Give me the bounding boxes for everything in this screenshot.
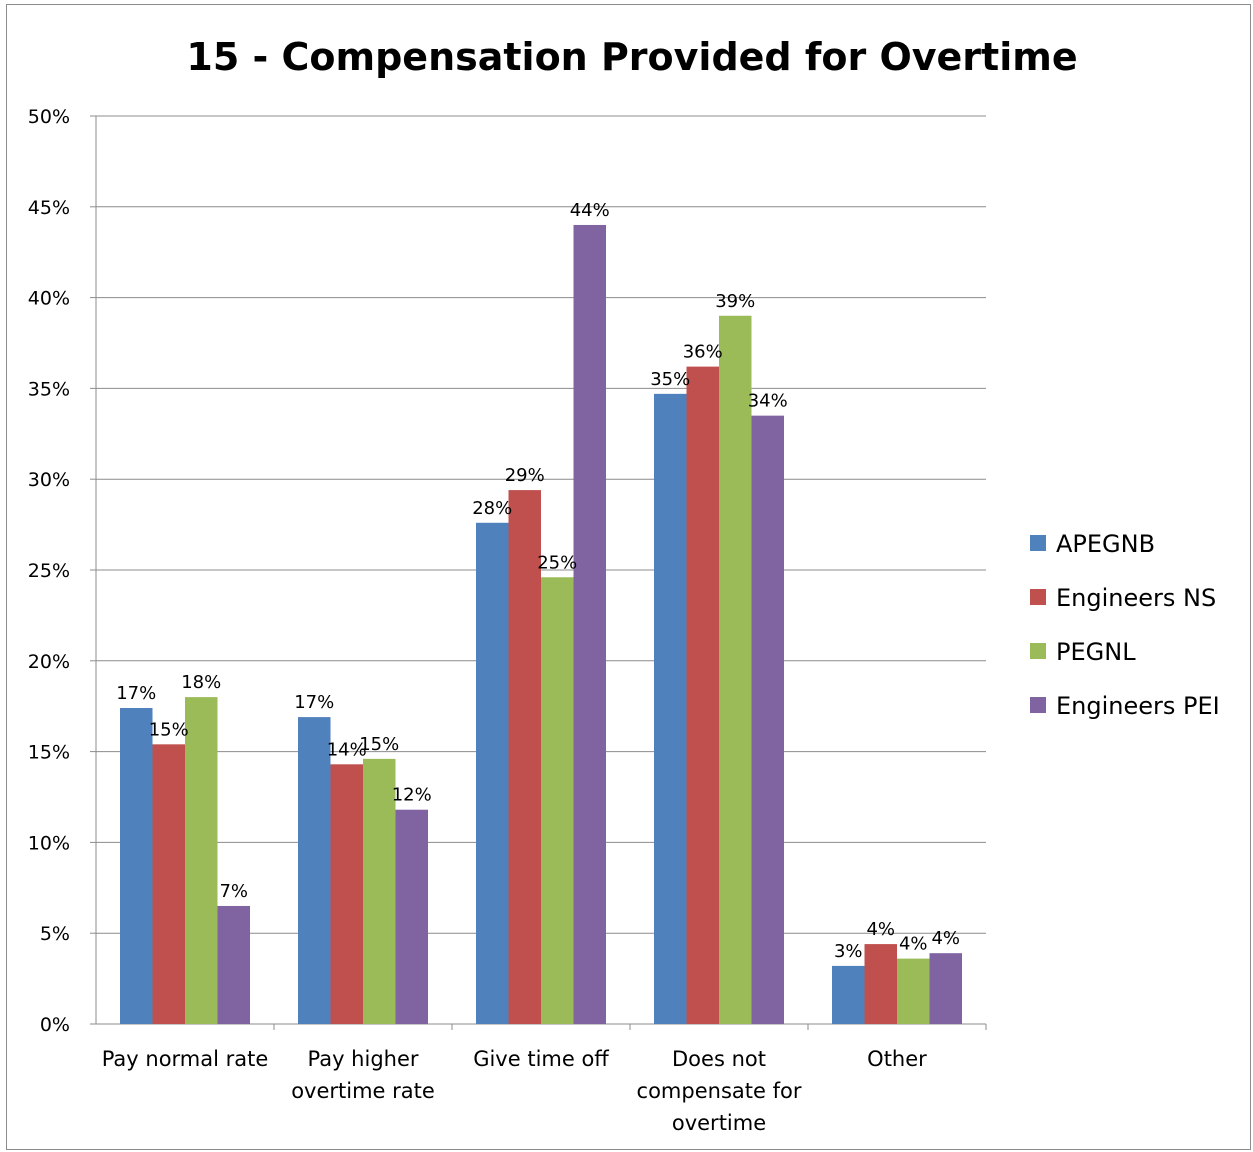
legend-label: APEGNB (1056, 530, 1155, 558)
data-label: 28% (472, 498, 512, 519)
x-category-label: Pay higher overtime rate (291, 1047, 435, 1103)
data-label: 7% (219, 881, 248, 902)
bar (719, 315, 752, 1024)
data-label: 14% (327, 739, 367, 760)
y-tick-label: 35% (28, 378, 70, 400)
bar (363, 758, 396, 1024)
y-tick-label: 50% (28, 106, 70, 128)
bar (686, 366, 719, 1024)
bar (508, 490, 541, 1024)
data-label: 12% (392, 785, 432, 806)
axes: 0% 5% 10% 15% 20% 25% 30% 35% 40% 45% 50% (28, 106, 987, 1036)
bar (120, 708, 153, 1024)
data-label: 4% (931, 928, 960, 949)
y-tick-label: 5% (40, 923, 70, 945)
bar (751, 415, 784, 1024)
legend-swatch (1030, 643, 1046, 659)
legend-label: Engineers NS (1056, 584, 1216, 612)
data-label: 35% (650, 369, 690, 390)
bar (330, 764, 363, 1024)
data-label: 17% (294, 692, 334, 713)
data-label: 17% (116, 683, 156, 704)
data-labels: 17%15%18%7%17%14%15%12%28%29%25%44%35%36… (116, 200, 960, 962)
y-tick-label: 30% (28, 469, 70, 491)
data-label: 3% (834, 941, 863, 962)
legend-swatch (1030, 697, 1046, 713)
bar (217, 905, 250, 1024)
legend: APEGNB Engineers NS PEGNL Engineers PEI (1030, 530, 1220, 720)
data-label: 15% (149, 719, 189, 740)
bar (541, 577, 574, 1024)
legend-label: PEGNL (1056, 638, 1136, 666)
bar (476, 522, 509, 1024)
legend-swatch (1030, 535, 1046, 551)
y-tick-label: 40% (28, 288, 70, 310)
y-tick-label: 45% (28, 197, 70, 219)
bar (654, 393, 687, 1024)
legend-swatch (1030, 589, 1046, 605)
data-label: 18% (181, 672, 221, 693)
category-labels: Pay normal rate Pay higher overtime rate Gi… (102, 1047, 927, 1135)
bar (832, 965, 865, 1024)
x-category-label: Give time off (473, 1047, 609, 1071)
data-label: 25% (537, 552, 577, 573)
bars (120, 224, 962, 1024)
y-tick-label: 25% (28, 560, 70, 582)
bar (152, 744, 185, 1024)
y-tick-label: 10% (28, 832, 70, 854)
bar (864, 944, 897, 1024)
data-label: 39% (715, 291, 755, 312)
bar (897, 958, 930, 1024)
data-label: 36% (683, 342, 723, 363)
bar (298, 717, 331, 1024)
chart-title: 15 - Compensation Provided for Overtime (186, 35, 1077, 79)
data-label: 15% (359, 734, 399, 755)
legend-label: Engineers PEI (1056, 692, 1220, 720)
y-tick-label: 20% (28, 651, 70, 673)
x-category-label: Other (867, 1047, 927, 1071)
data-label: 4% (866, 919, 895, 940)
data-label: 34% (748, 391, 788, 412)
x-category-label: Does not compensate for overtime (637, 1047, 802, 1135)
y-tick-label: 15% (28, 742, 70, 764)
y-tick-label: 0% (40, 1014, 70, 1036)
data-label: 44% (570, 200, 610, 221)
data-label: 29% (505, 465, 545, 486)
bar (573, 224, 606, 1024)
x-category-label: Pay normal rate (102, 1047, 269, 1071)
bar (395, 809, 428, 1024)
bar (929, 953, 962, 1024)
data-label: 4% (899, 934, 928, 955)
bar (185, 697, 218, 1024)
